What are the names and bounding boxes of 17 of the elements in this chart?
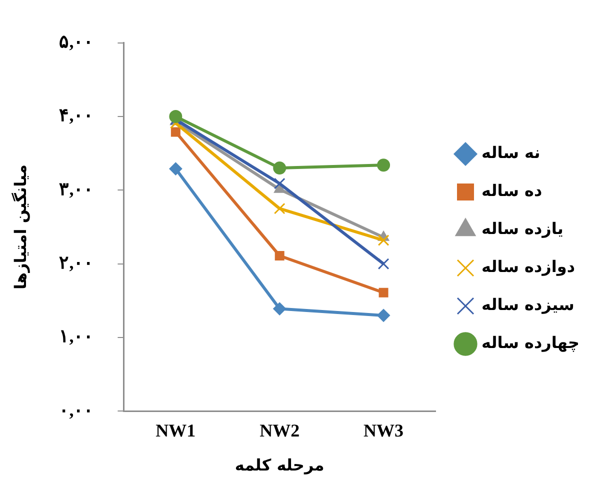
y-tick-label: ۱,۰۰	[59, 326, 94, 346]
legend-label: چهارده ساله	[482, 333, 580, 352]
y-tick-label: ۳,۰۰	[59, 178, 94, 199]
y-tick-label: ۵,۰۰	[59, 31, 94, 52]
y-tick-label: ۲,۰۰	[59, 252, 94, 272]
x-tick-label: NW1	[156, 420, 196, 441]
legend-label: یازده ساله	[482, 219, 564, 238]
x-tick-label: NW3	[364, 420, 404, 441]
legend-label: نه ساله	[482, 143, 540, 162]
legend-label: دوازده ساله	[482, 257, 576, 276]
legend-label: ده ساله	[482, 181, 542, 200]
x-tick-label: NW2	[260, 420, 300, 441]
x-axis-title: مرحله کلمه	[234, 456, 324, 475]
y-tick-label: ۰,۰۰	[59, 400, 94, 420]
legend-label: سیزده ساله	[482, 295, 574, 314]
y-axis-title: میانگین امتیازها	[10, 164, 30, 290]
y-tick-label: ۴,۰۰	[59, 105, 94, 126]
